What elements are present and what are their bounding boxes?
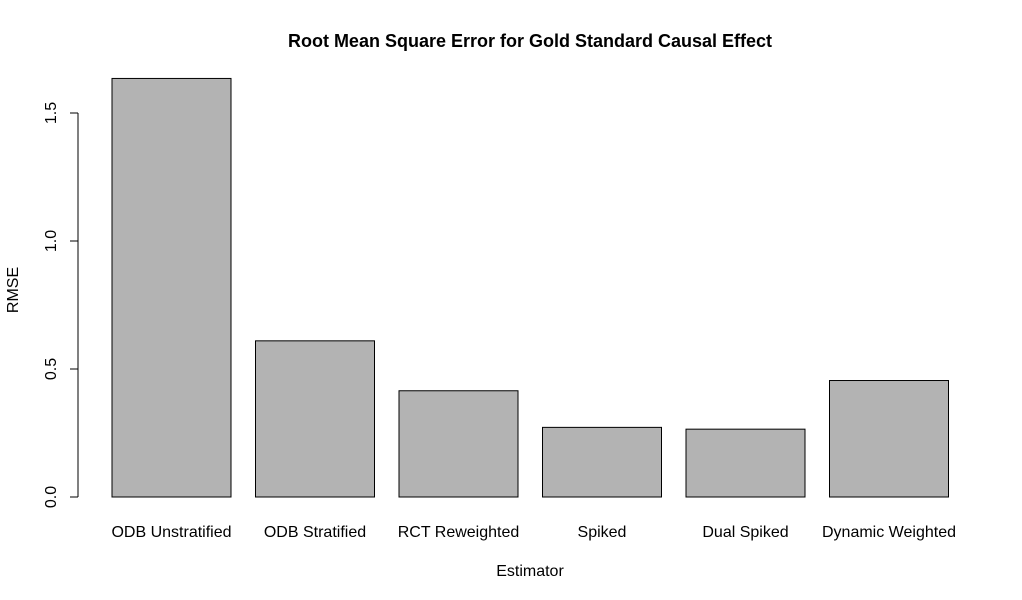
chart-title: Root Mean Square Error for Gold Standard… bbox=[288, 31, 772, 51]
y-tick-label: 0.5 bbox=[43, 358, 60, 380]
bar bbox=[685, 428, 806, 498]
bar bbox=[829, 380, 949, 498]
bar bbox=[398, 390, 519, 498]
bar bbox=[542, 426, 662, 498]
category-label: Dynamic Weighted bbox=[822, 524, 956, 541]
category-label: ODB Stratified bbox=[264, 524, 366, 541]
category-label: Spiked bbox=[578, 524, 627, 541]
y-axis: 0.0 0.5 1.0 1.5 bbox=[43, 102, 79, 508]
category-label: ODB Unstratified bbox=[111, 524, 231, 541]
y-tick-label: 1.5 bbox=[43, 102, 60, 124]
category-label: RCT Reweighted bbox=[398, 524, 520, 541]
bar bbox=[255, 340, 375, 498]
category-label: Dual Spiked bbox=[702, 524, 788, 541]
x-axis-label: Estimator bbox=[496, 563, 564, 580]
y-tick-label: 1.0 bbox=[43, 230, 60, 252]
y-ticks: 0.0 0.5 1.0 1.5 bbox=[43, 102, 78, 508]
y-axis-label: RMSE bbox=[5, 267, 22, 313]
bars bbox=[111, 77, 949, 498]
y-tick-label: 0.0 bbox=[43, 486, 60, 508]
category-labels: ODB Unstratified ODB Stratified RCT Reweig… bbox=[111, 524, 956, 541]
bar bbox=[111, 77, 232, 498]
